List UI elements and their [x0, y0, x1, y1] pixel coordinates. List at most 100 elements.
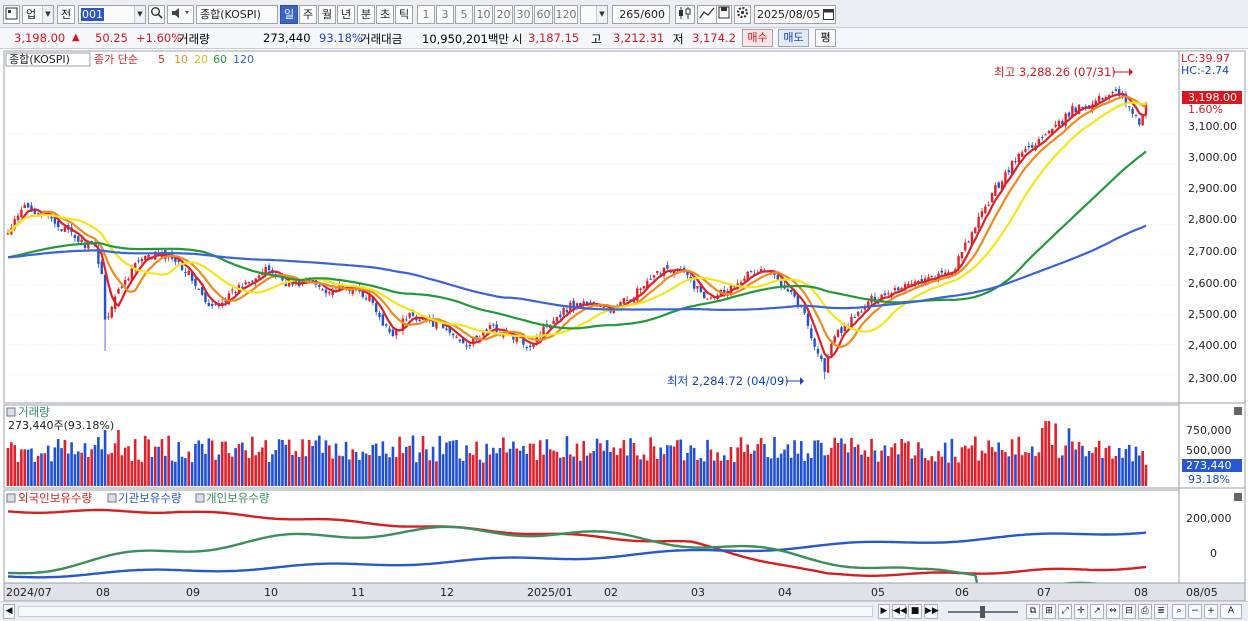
- volume-bar: [267, 462, 271, 486]
- period-day-button[interactable]: 일: [280, 5, 298, 24]
- volume-pane-value: 273,440주(93.18%): [8, 419, 114, 432]
- candle-body: [130, 268, 134, 281]
- forward-icon[interactable]: ▶▶: [924, 604, 939, 619]
- stock-chart[interactable]: 종합(KOSPI) 종가 단순 5 10 20 60 120 최고 3,288.…: [0, 50, 1248, 601]
- period-tick-button[interactable]: 틱: [395, 5, 413, 24]
- count-field[interactable]: 265/600: [612, 5, 670, 24]
- current-price-tag: [1182, 91, 1242, 104]
- print-icon[interactable]: ⎙: [1138, 604, 1152, 619]
- holdings-pane-menu-icon[interactable]: [6, 493, 16, 503]
- fit-icon[interactable]: ⤢: [1058, 604, 1072, 619]
- candle-body: [1010, 160, 1014, 175]
- quote-bar: 3,198.00 ▲ 50.25 +1.60% 거래량 273,440 93.1…: [0, 28, 1248, 49]
- volume-bar: [990, 447, 994, 486]
- sell-button[interactable]: 매도: [778, 29, 809, 47]
- rewind-icon[interactable]: ◀◀: [892, 604, 907, 619]
- interval-60-button[interactable]: 60: [534, 5, 553, 24]
- volume-bar: [736, 447, 739, 486]
- search-icon[interactable]: [148, 5, 165, 24]
- period-week-button[interactable]: 주: [299, 5, 317, 24]
- volume-bar: [93, 445, 97, 486]
- period-month-button[interactable]: 월: [318, 5, 336, 24]
- scroll-left-icon[interactable]: ◀: [3, 604, 15, 619]
- save-icon[interactable]: [716, 5, 732, 24]
- volume-bar: [321, 452, 324, 486]
- measure-icon[interactable]: ⇔: [1106, 604, 1120, 619]
- copy-icon[interactable]: ⧉: [1026, 604, 1040, 619]
- volume-bar: [90, 449, 93, 486]
- volume-bar: [311, 445, 314, 486]
- volume-bar: [886, 455, 890, 486]
- interval-1-button[interactable]: 1: [417, 5, 435, 24]
- candle-body: [753, 273, 756, 275]
- interval-20-button[interactable]: 20: [494, 5, 513, 24]
- calendar-icon[interactable]: [823, 8, 834, 25]
- volume-bar: [873, 450, 877, 486]
- x-tick: 10: [264, 586, 278, 599]
- interval-120-button[interactable]: 120: [554, 5, 578, 24]
- grid-icon[interactable]: ⊟: [1122, 604, 1136, 619]
- lc-label: LC:39.97: [1181, 52, 1230, 65]
- interval-dropdown[interactable]: ▼: [580, 5, 608, 24]
- chart-type-icon[interactable]: [3, 5, 20, 24]
- buy-button[interactable]: 매수: [742, 29, 773, 47]
- market-select[interactable]: 업 ▼: [22, 5, 54, 24]
- crosshair-icon[interactable]: ✛: [1074, 604, 1088, 619]
- volume-bar: [200, 443, 204, 486]
- volume-bar: [224, 441, 227, 486]
- volume-bar: [625, 455, 629, 486]
- interval-10-button[interactable]: 10: [474, 5, 493, 24]
- period-second-button[interactable]: 초: [376, 5, 394, 24]
- gear-icon[interactable]: [734, 5, 751, 24]
- trend-icon[interactable]: ↗: [1090, 604, 1104, 619]
- volume-bar: [187, 451, 191, 486]
- period-minute-button[interactable]: 분: [357, 5, 375, 24]
- stop-icon[interactable]: ■: [908, 604, 922, 619]
- layers-icon[interactable]: ≣: [1154, 604, 1168, 619]
- line-tool-icon[interactable]: [697, 5, 717, 24]
- volume-bar: [1054, 423, 1057, 486]
- candle-body: [1054, 124, 1057, 127]
- holdings-pane-close-icon[interactable]: [1234, 493, 1242, 501]
- volume-bar: [709, 449, 713, 486]
- candle-body: [194, 278, 197, 287]
- horizontal-scrollbar[interactable]: [18, 606, 873, 617]
- volume-bar: [408, 445, 411, 486]
- volume-pane-menu-icon[interactable]: [6, 407, 16, 417]
- volume-bar: [937, 451, 940, 486]
- font-size-icon[interactable]: A: [1220, 604, 1242, 619]
- candle-body: [177, 260, 180, 262]
- zoom-icon[interactable]: ⌕: [1172, 604, 1186, 619]
- open-label: 시: [512, 32, 523, 46]
- candle-icon[interactable]: [675, 5, 695, 24]
- zoom-out-icon[interactable]: −: [1188, 604, 1202, 619]
- period-year-button[interactable]: 년: [337, 5, 355, 24]
- interval-30-button[interactable]: 30: [514, 5, 533, 24]
- volume-bar: [1074, 449, 1078, 486]
- market-select-label: 업: [26, 8, 37, 21]
- candle-body: [137, 260, 140, 262]
- volume-bar: [287, 439, 291, 486]
- volume-bar: [1030, 446, 1034, 486]
- date-field[interactable]: 2025/08/05: [754, 5, 836, 24]
- split-icon[interactable]: ⊞: [1042, 604, 1056, 619]
- candle-body: [488, 325, 492, 330]
- sound-icon[interactable]: [167, 5, 194, 24]
- candle-body: [415, 318, 418, 321]
- ma-120-line: [7, 224, 1147, 312]
- even-button[interactable]: 평: [815, 29, 836, 47]
- code-input[interactable]: 001 ▼: [78, 5, 146, 24]
- candle-body: [646, 280, 649, 289]
- scroll-right-icon[interactable]: ▶: [878, 604, 890, 619]
- volume-pane-close-icon[interactable]: [1234, 407, 1242, 415]
- candle-body: [26, 202, 30, 208]
- bottom-bar: ◀ ▶ ◀◀ ■ ▶▶ ⧉ ⊞ ⤢ ✛ ↗ ⇔ ⊟ ⎙ ≣ ⌕ − + A: [0, 601, 1248, 621]
- price-pane-title-box[interactable]: [5, 52, 91, 67]
- prev-button[interactable]: 전: [57, 5, 75, 24]
- volume-bar: [271, 454, 274, 486]
- interval-3-button[interactable]: 3: [436, 5, 454, 24]
- interval-5-button[interactable]: 5: [455, 5, 473, 24]
- zoom-in-icon[interactable]: +: [1204, 604, 1218, 619]
- candle-body: [374, 303, 378, 313]
- zoom-slider-thumb[interactable]: [980, 606, 985, 618]
